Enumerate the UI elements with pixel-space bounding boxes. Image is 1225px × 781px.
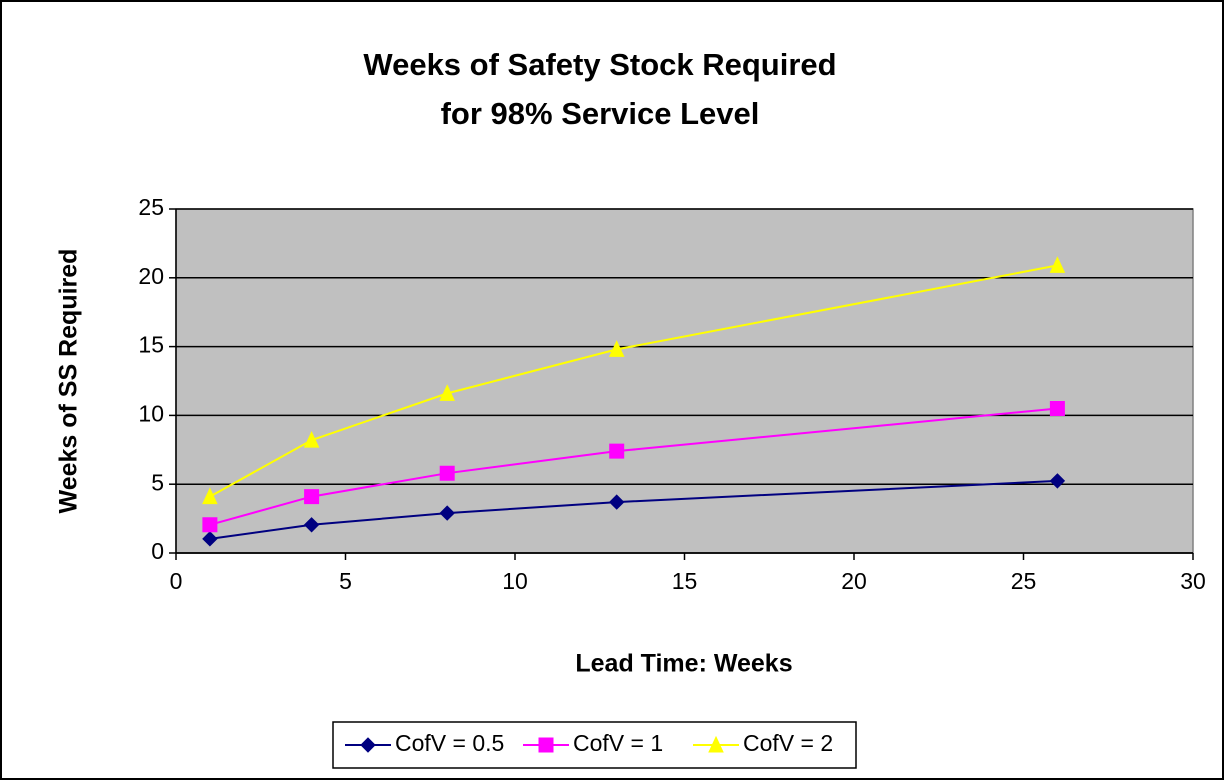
marker (303, 517, 320, 533)
marker (202, 517, 218, 533)
x-tick-label: 30 (1180, 568, 1206, 594)
legend-marker (708, 735, 724, 753)
x-tick-label: 15 (672, 568, 698, 594)
marker (439, 384, 455, 401)
marker (1049, 401, 1065, 417)
legend-label: CofV = 2 (743, 730, 833, 756)
marker (202, 487, 218, 505)
legend-box (332, 721, 857, 769)
chart-title: Weeks of Safety Stock Required (363, 47, 836, 82)
marker (439, 465, 455, 481)
y-tick-label: 10 (138, 400, 164, 426)
y-tick-label: 0 (151, 538, 164, 564)
x-axis-title: Lead Time: Weeks (575, 650, 792, 678)
x-tick-label: 0 (170, 568, 183, 594)
y-axis-title: Weeks of SS Required (55, 249, 83, 514)
x-tick-label: 10 (502, 568, 528, 594)
y-tick-label: 15 (138, 332, 164, 358)
x-tick-label: 20 (841, 568, 867, 594)
y-tick-label: 25 (138, 194, 164, 220)
y-tick-label: 20 (138, 263, 164, 289)
marker (303, 430, 320, 448)
marker (609, 443, 625, 459)
y-tick-label: 5 (151, 469, 164, 495)
marker (1049, 473, 1066, 489)
chart-title: for 98% Service Level (441, 96, 760, 131)
marker (1049, 256, 1066, 273)
marker (608, 494, 625, 510)
legend-marker (360, 737, 376, 753)
x-tick-label: 5 (339, 568, 352, 594)
x-tick-label: 25 (1011, 568, 1037, 594)
legend-label: CofV = 0.5 (395, 730, 504, 756)
marker (202, 531, 218, 547)
marker (608, 340, 625, 357)
legend-marker (538, 737, 554, 753)
plot-area (175, 208, 1194, 554)
marker (304, 489, 320, 505)
marker (439, 505, 455, 521)
legend-label: CofV = 1 (573, 730, 663, 756)
